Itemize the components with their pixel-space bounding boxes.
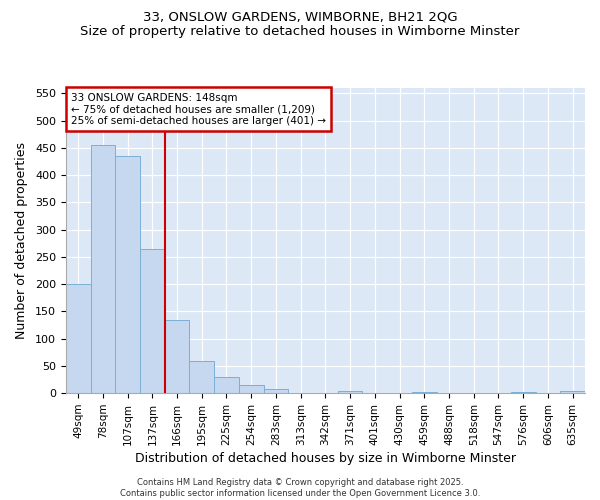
Bar bbox=[239, 385, 263, 393]
X-axis label: Distribution of detached houses by size in Wimborne Minster: Distribution of detached houses by size … bbox=[135, 452, 516, 465]
Bar bbox=[214, 377, 239, 393]
Bar bbox=[190, 360, 214, 393]
Text: Contains HM Land Registry data © Crown copyright and database right 2025.
Contai: Contains HM Land Registry data © Crown c… bbox=[120, 478, 480, 498]
Bar bbox=[412, 392, 437, 393]
Bar bbox=[115, 156, 140, 393]
Y-axis label: Number of detached properties: Number of detached properties bbox=[15, 142, 28, 339]
Bar bbox=[140, 249, 164, 393]
Bar bbox=[338, 391, 362, 393]
Bar bbox=[560, 391, 585, 393]
Text: 33, ONSLOW GARDENS, WIMBORNE, BH21 2QG
Size of property relative to detached hou: 33, ONSLOW GARDENS, WIMBORNE, BH21 2QG S… bbox=[80, 10, 520, 38]
Bar bbox=[263, 389, 289, 393]
Bar bbox=[66, 284, 91, 393]
Text: 33 ONSLOW GARDENS: 148sqm
← 75% of detached houses are smaller (1,​209)
25% of s: 33 ONSLOW GARDENS: 148sqm ← 75% of detac… bbox=[71, 92, 326, 126]
Bar bbox=[511, 392, 536, 393]
Bar bbox=[164, 320, 190, 393]
Bar bbox=[91, 145, 115, 393]
